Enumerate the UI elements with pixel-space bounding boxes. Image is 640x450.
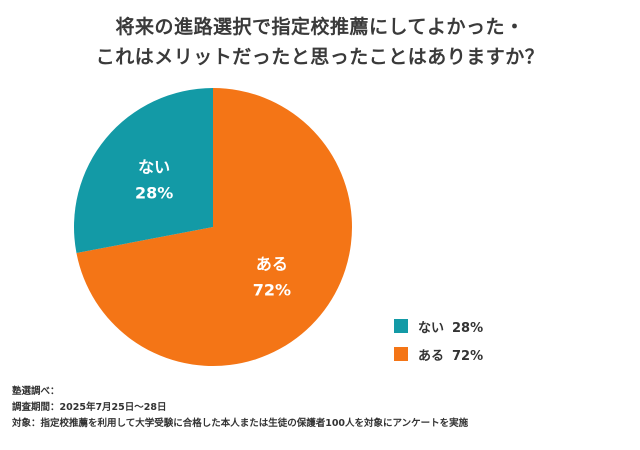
note-period: 調査期間：2025年7月25日〜28日 xyxy=(12,402,167,413)
legend-value-no: 28% xyxy=(452,320,484,336)
slice-label-yes: ある xyxy=(256,255,288,274)
legend-label-no: ない xyxy=(418,320,445,336)
legend-item-yes: ある 72% xyxy=(394,344,483,364)
legend-swatch-no xyxy=(394,319,408,333)
slice-value-no: 28% xyxy=(135,183,173,202)
note-target: 対象：指定校推薦を利用して大学受験に合格した本人または生徒の保護者100人を対象… xyxy=(12,418,469,429)
legend: ない 28% ある 72% xyxy=(394,316,483,372)
pie-slice-no xyxy=(74,88,213,254)
chart-title: 将来の進路選択で指定校推薦にしてよかった・ これはメリットだったと思ったことはあ… xyxy=(0,12,640,72)
pie-slice-yes xyxy=(76,88,352,366)
slice-label-no: ない xyxy=(138,157,170,176)
slice-value-yes: 72% xyxy=(253,281,291,300)
survey-notes: 塾選調べ： 調査期間：2025年7月25日〜28日 対象：指定校推薦を利用して大… xyxy=(12,384,468,432)
legend-value-yes: 72% xyxy=(452,348,484,364)
legend-label-yes: ある xyxy=(418,348,445,364)
chart-title-line-1: 将来の進路選択で指定校推薦にしてよかった・ xyxy=(115,16,525,38)
chart-title-line-2: これはメリットだったと思ったことはありますか？ xyxy=(95,46,545,68)
note-source: 塾選調べ： xyxy=(12,386,60,397)
legend-swatch-yes xyxy=(394,347,408,361)
legend-item-no: ない 28% xyxy=(394,316,483,336)
